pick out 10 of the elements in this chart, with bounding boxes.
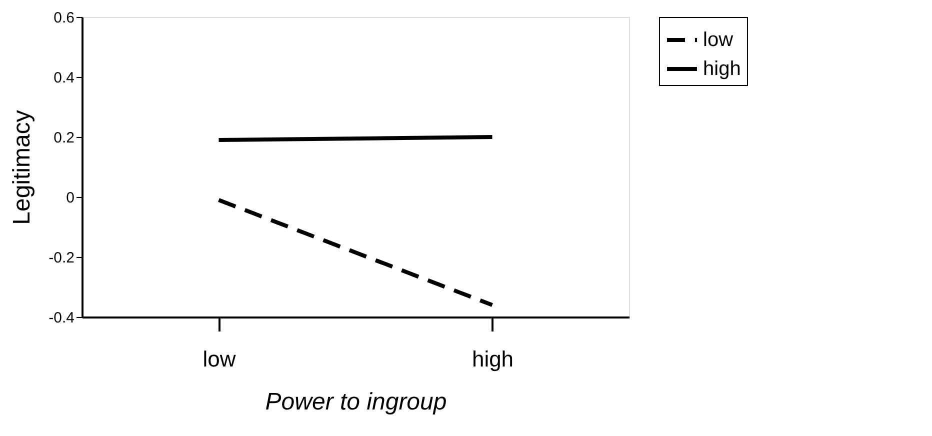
y-tick-label: -0.4 — [48, 310, 74, 326]
y-tick-label: -0.2 — [48, 250, 74, 266]
y-tick-label: 0.4 — [54, 70, 74, 86]
legend-label: low — [703, 29, 734, 51]
x-axis-title: Power to ingroup — [265, 388, 447, 416]
legend-label: high — [703, 58, 741, 80]
y-tick-label: 0.2 — [54, 130, 74, 146]
y-axis-title: Legitimacy — [8, 110, 36, 225]
y-tick-label: 0.6 — [54, 10, 74, 26]
y-tick-label: 0 — [66, 190, 74, 206]
